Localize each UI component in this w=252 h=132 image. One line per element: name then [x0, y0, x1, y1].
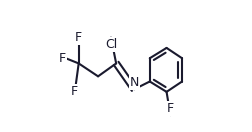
Text: F: F — [166, 102, 173, 115]
Text: F: F — [71, 85, 78, 98]
Text: F: F — [75, 31, 82, 44]
Text: N: N — [129, 76, 138, 89]
Text: F: F — [58, 52, 66, 65]
Text: Cl: Cl — [104, 38, 117, 51]
